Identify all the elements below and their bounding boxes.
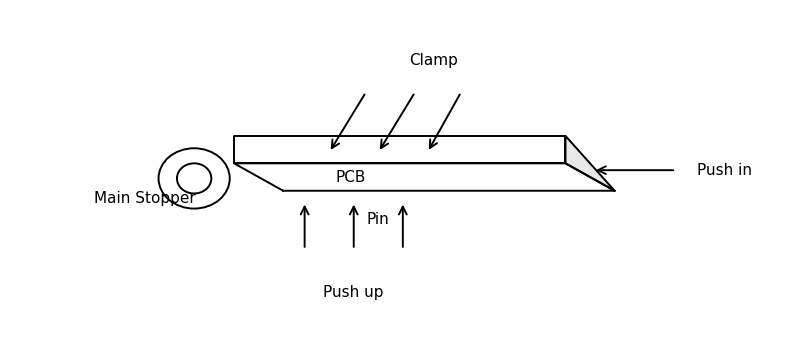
- Text: Push in: Push in: [698, 163, 752, 178]
- Polygon shape: [234, 163, 615, 191]
- Text: PCB: PCB: [336, 169, 366, 184]
- Text: Clamp: Clamp: [409, 53, 458, 68]
- Text: Push up: Push up: [323, 285, 384, 300]
- Text: Pin: Pin: [366, 212, 389, 227]
- Polygon shape: [565, 136, 615, 191]
- Text: Main Stopper: Main Stopper: [94, 192, 196, 206]
- Polygon shape: [234, 136, 565, 163]
- Ellipse shape: [177, 163, 211, 194]
